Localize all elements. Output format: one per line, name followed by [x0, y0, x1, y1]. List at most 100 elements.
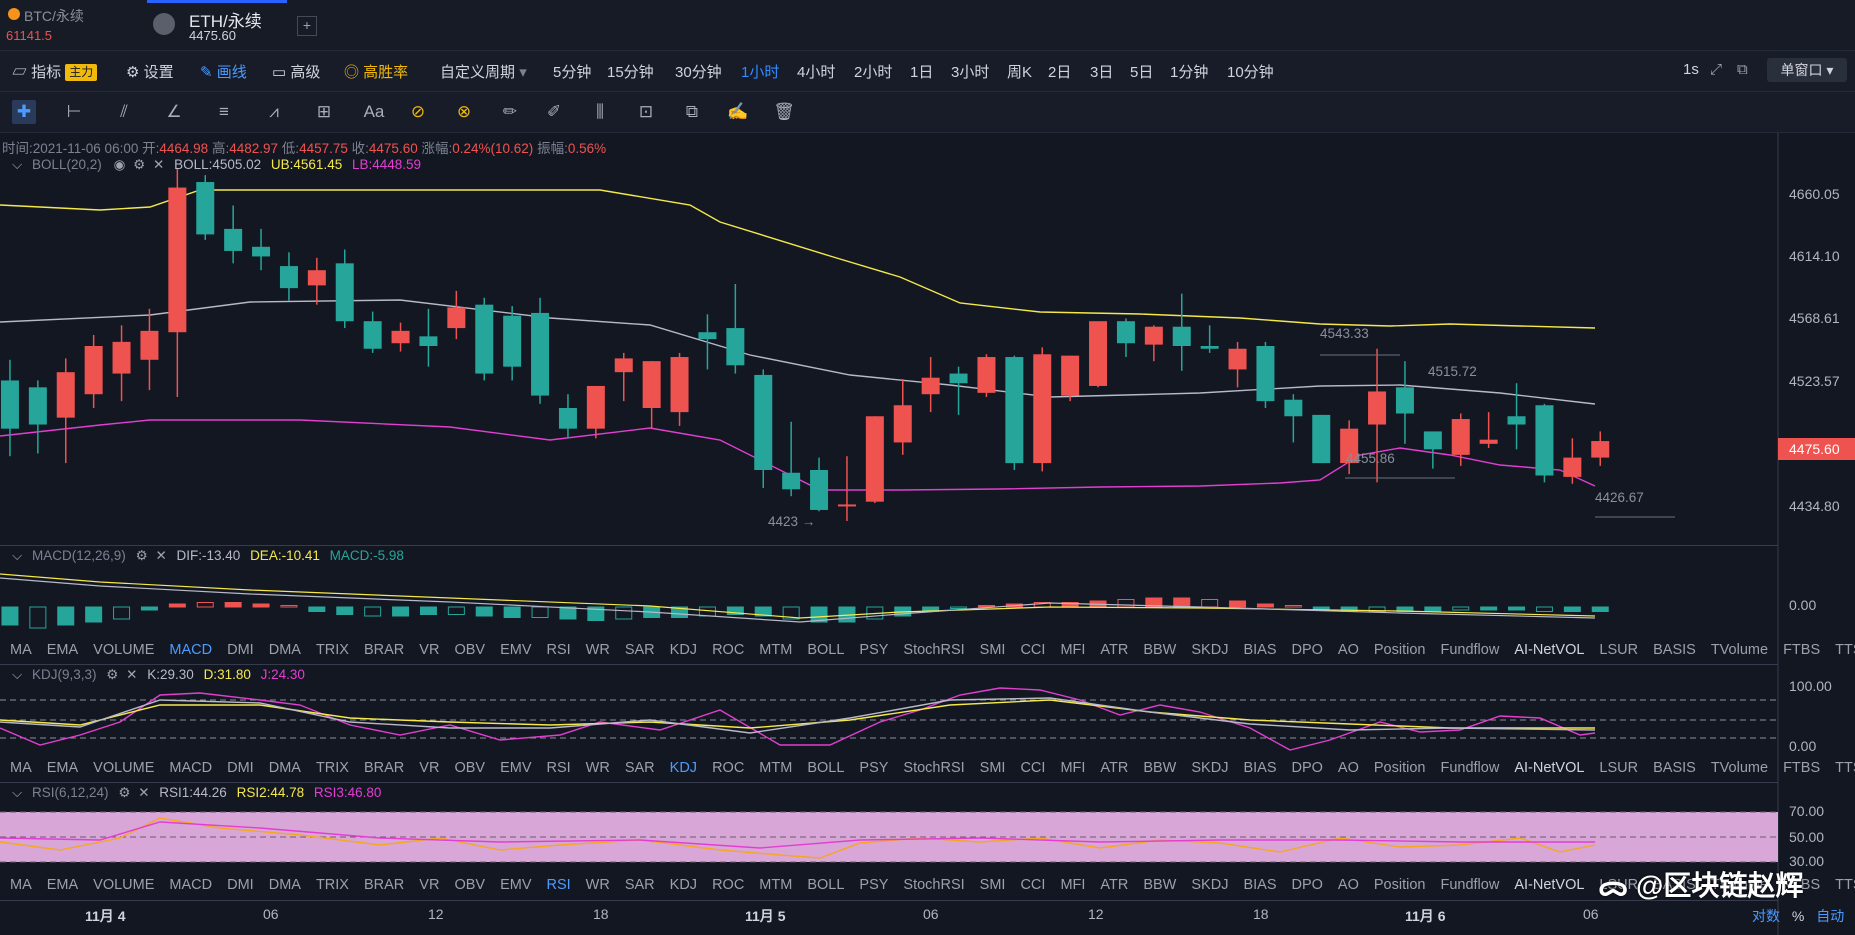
indicator-skdj[interactable]: SKDJ	[1191, 642, 1229, 658]
indicator-stochrsi[interactable]: StochRSI	[903, 877, 965, 893]
indicator-smi[interactable]: SMI	[979, 877, 1006, 893]
indicator-trix[interactable]: TRIX	[315, 877, 349, 893]
indicator-volume[interactable]: VOLUME	[93, 760, 155, 776]
indicator-psy[interactable]: PSY	[859, 877, 889, 893]
trend-line-icon[interactable]: ⫽	[120, 102, 128, 121]
indicator-bias[interactable]: BIAS	[1243, 642, 1277, 658]
brush-icon[interactable]: ✐	[546, 102, 562, 121]
indicator-mfi[interactable]: MFI	[1060, 760, 1086, 776]
interval-label[interactable]: 1s	[1683, 61, 1699, 78]
gear-icon[interactable]: ⚙	[133, 157, 146, 172]
gear-icon[interactable]: ⚙	[135, 548, 148, 563]
indicator-tvolume[interactable]: TVolume	[1710, 642, 1769, 658]
indicator-fundflow[interactable]: Fundflow	[1440, 760, 1500, 776]
indicator-bbw[interactable]: BBW	[1143, 642, 1177, 658]
snapshot-icon[interactable]: ⧉	[1737, 61, 1748, 78]
collapse-icon[interactable]: ⌵	[12, 785, 23, 800]
period-3[interactable]: 1小时	[741, 64, 780, 81]
indicator-fundflow[interactable]: Fundflow	[1440, 642, 1500, 658]
indicator-ema[interactable]: EMA	[46, 642, 79, 658]
indicator-mfi[interactable]: MFI	[1060, 642, 1086, 658]
indicator-position[interactable]: Position	[1373, 877, 1426, 893]
indicator-ai-netvol[interactable]: AI-NetVOL	[1514, 760, 1585, 776]
period-10[interactable]: 3日	[1090, 64, 1114, 81]
indicator-ttsi[interactable]: TTSI	[1835, 877, 1855, 893]
indicator-ttsi[interactable]: TTSI	[1835, 760, 1855, 776]
indicator-volume[interactable]: VOLUME	[93, 877, 155, 893]
indicator-kdj[interactable]: KDJ	[669, 877, 698, 893]
collapse-icon[interactable]: ⌵	[12, 667, 23, 682]
trash-icon[interactable]: 🗑	[773, 102, 795, 121]
indicator-mfi[interactable]: MFI	[1060, 877, 1086, 893]
indicator-rsi[interactable]: RSI	[546, 877, 571, 893]
angle-icon[interactable]: ∠	[166, 102, 182, 121]
separator-rsi[interactable]	[0, 782, 1778, 783]
indicator-dpo[interactable]: DPO	[1291, 877, 1323, 893]
indicator-ema[interactable]: EMA	[46, 877, 79, 893]
indicator-bbw[interactable]: BBW	[1143, 760, 1177, 776]
fullscreen-icon[interactable]: ⤢	[1710, 61, 1723, 78]
indicator-vr[interactable]: VR	[419, 877, 440, 893]
period-0[interactable]: 5分钟	[553, 64, 592, 81]
indicator-cci[interactable]: CCI	[1020, 642, 1046, 658]
indicator-vr[interactable]: VR	[419, 642, 440, 658]
indicator-macd[interactable]: MACD	[169, 760, 213, 776]
indicator-psy[interactable]: PSY	[859, 760, 889, 776]
settings-button[interactable]: ⚙ 设置	[126, 61, 174, 82]
indicator-stochrsi[interactable]: StochRSI	[903, 642, 965, 658]
indicator-mtm[interactable]: MTM	[759, 642, 793, 658]
indicator-button[interactable]: ▱ 指标 主力	[12, 61, 98, 82]
indicator-bias[interactable]: BIAS	[1243, 760, 1277, 776]
indicator-basis[interactable]: BASIS	[1653, 642, 1696, 658]
close-icon[interactable]: ✕	[155, 548, 167, 563]
indicator-cci[interactable]: CCI	[1020, 760, 1046, 776]
indicator-bbw[interactable]: BBW	[1143, 877, 1177, 893]
parallel-lines-icon[interactable]: ≡	[219, 102, 229, 121]
indicator-atr[interactable]: ATR	[1100, 760, 1129, 776]
separator-macd[interactable]	[0, 545, 1778, 546]
indicator-position[interactable]: Position	[1373, 642, 1426, 658]
win-rate-button[interactable]: ◎ 高胜率	[344, 61, 408, 82]
measure-icon[interactable]: ⊞	[316, 102, 332, 121]
ruler-icon[interactable]: ✏	[502, 102, 518, 121]
indicator-ai-netvol[interactable]: AI-NetVOL	[1514, 877, 1585, 893]
indicator-vr[interactable]: VR	[419, 760, 440, 776]
indicator-wr[interactable]: WR	[585, 760, 610, 776]
tab-btc[interactable]: BTC/永续 61141.5	[0, 0, 140, 50]
candle-icon[interactable]: ⫼	[596, 102, 604, 121]
indicator-mtm[interactable]: MTM	[759, 760, 793, 776]
wave-icon[interactable]: ⩘	[269, 102, 279, 121]
indicator-basis[interactable]: BASIS	[1653, 877, 1696, 893]
indicator-brar[interactable]: BRAR	[363, 760, 405, 776]
eye-icon[interactable]: ◉	[113, 157, 126, 172]
period-2[interactable]: 30分钟	[675, 64, 722, 81]
indicator-atr[interactable]: ATR	[1100, 877, 1129, 893]
indicator-rsi[interactable]: RSI	[546, 760, 571, 776]
separator-kdj[interactable]	[0, 664, 1778, 665]
indicator-ema[interactable]: EMA	[46, 760, 79, 776]
indicator-kdj[interactable]: KDJ	[669, 760, 698, 776]
indicator-skdj[interactable]: SKDJ	[1191, 877, 1229, 893]
indicator-psy[interactable]: PSY	[859, 642, 889, 658]
horizontal-line-icon[interactable]: ⊢	[66, 102, 82, 121]
indicator-ttsi[interactable]: TTSI	[1835, 642, 1855, 658]
indicator-dmi[interactable]: DMI	[227, 877, 254, 893]
draw-button[interactable]: ✎ 画线	[200, 61, 247, 82]
indicator-ma[interactable]: MA	[10, 642, 32, 658]
indicator-ftbs[interactable]: FTBS	[1783, 877, 1821, 893]
indicator-smi[interactable]: SMI	[979, 642, 1006, 658]
add-tab-button[interactable]: +	[297, 16, 317, 36]
lock-draw-icon[interactable]: ⊗	[456, 102, 472, 121]
close-icon[interactable]: ✕	[138, 785, 150, 800]
indicator-dmi[interactable]: DMI	[227, 760, 254, 776]
period-12[interactable]: 1分钟	[1170, 64, 1209, 81]
indicator-tvolume[interactable]: TVolume	[1710, 760, 1769, 776]
indicator-sar[interactable]: SAR	[624, 760, 655, 776]
indicator-basis[interactable]: BASIS	[1653, 760, 1696, 776]
period-6[interactable]: 1日	[910, 64, 934, 81]
tab-eth[interactable]: ETH/永续 4475.60	[147, 0, 287, 50]
indicator-emv[interactable]: EMV	[500, 877, 532, 893]
indicator-volume[interactable]: VOLUME	[93, 642, 155, 658]
indicator-ma[interactable]: MA	[10, 760, 32, 776]
